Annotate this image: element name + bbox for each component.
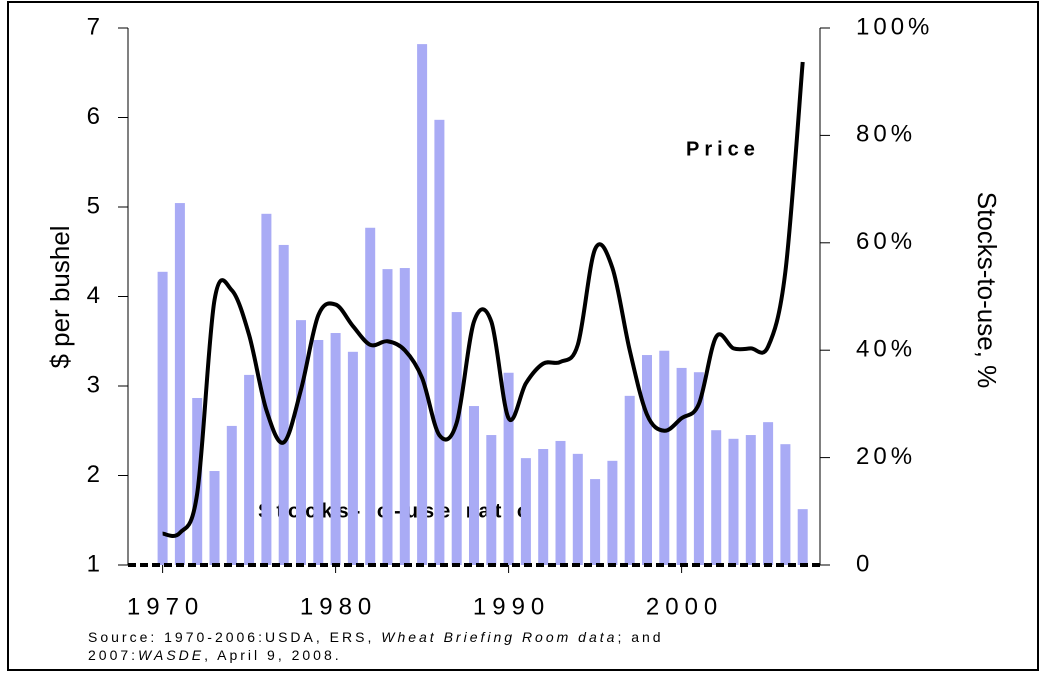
bar [434,119,445,566]
x-tick-label: 1990 [473,593,550,620]
bar [347,351,358,565]
bar [797,509,808,565]
source-text: , April 9, 2008. [204,647,342,663]
y-tick-label: 4 [87,282,100,309]
bar [399,268,410,565]
y-tick-label: 5 [87,192,100,219]
bar [780,444,791,565]
bar [261,213,272,565]
x-tick-label: 1980 [300,593,377,620]
y-axis-label: $ per bushel [45,225,75,368]
source-text: Wheat Briefing Room data [381,629,617,645]
y-tick-label: 2 [87,461,100,488]
y2-tick-label: 0 [856,550,873,577]
y2-tick-label: 80% [856,121,916,148]
y2-tick-label: 60% [856,228,916,255]
bar [520,458,531,565]
bar [157,271,168,565]
bar [555,440,566,565]
bar [365,227,376,565]
x-tick-label: 1970 [127,593,204,620]
bar [745,435,756,565]
y-tick-label: 1 [87,550,100,577]
y2-tick-label: 20% [856,443,916,470]
y2-tick-label: 40% [856,336,916,363]
bar [226,425,237,565]
bar [330,333,341,565]
y-tick-label: 7 [87,13,100,40]
bar [451,312,462,565]
price-line [162,61,805,538]
bar [728,438,739,565]
y2-axis-label: Stocks-to-use, % [972,192,1002,389]
bar [503,372,514,565]
bar [313,339,324,565]
source-text: Source: 1970-2006:USDA, ERS, [88,629,381,645]
bar [590,479,601,565]
bar [486,435,497,565]
bar [382,269,393,565]
bar [296,320,306,565]
bar [711,430,722,565]
bar [417,44,428,566]
bar [572,453,583,565]
y-tick-label: 3 [87,371,100,398]
source-text: 2007: [88,647,138,663]
frame [7,1,1039,671]
bar [278,244,289,565]
source-note: Source: 1970-2006:USDA, ERS, Wheat Brief… [88,629,664,645]
bar [469,406,479,565]
source-text: WASDE [138,647,204,663]
annotation: Price [686,138,760,160]
bar [763,422,774,565]
bar [209,471,220,565]
bar [624,395,635,565]
source-text: ; and [617,629,663,645]
bar [693,372,704,565]
y-tick-label: 6 [87,103,100,130]
bar [659,350,670,565]
bar [642,355,652,565]
y2-tick-label: 100% [856,13,933,40]
bar [676,367,687,565]
bar [244,374,255,565]
source-note: 2007:WASDE, April 9, 2008. [88,647,342,663]
bar [538,449,549,565]
bar [607,460,618,565]
x-tick-label: 2000 [646,593,723,620]
bar [174,203,185,565]
